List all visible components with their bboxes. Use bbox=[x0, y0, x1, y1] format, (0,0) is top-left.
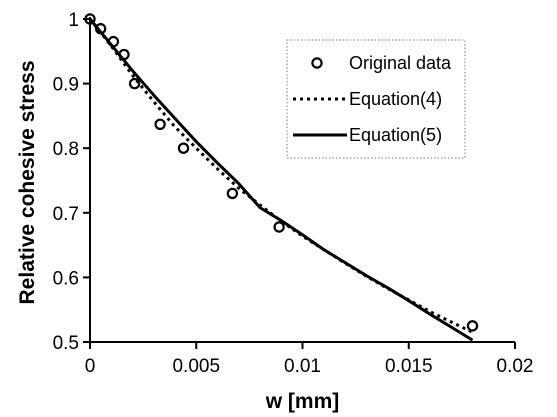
data-point bbox=[177, 142, 190, 154]
legend-label-original-data: Original data bbox=[349, 53, 452, 73]
legend-label-equation-4: Equation(4) bbox=[349, 89, 442, 109]
data-point bbox=[118, 48, 130, 61]
y-axis-ticks: 0.5 0.6 0.7 0.8 0.9 1 bbox=[53, 10, 90, 354]
x-tick-label: 0.02 bbox=[497, 356, 534, 377]
y-tick-label: 0.9 bbox=[53, 75, 79, 96]
data-point bbox=[94, 22, 107, 35]
equation-5-line bbox=[88, 18, 474, 342]
series-layer bbox=[84, 13, 479, 342]
legend-label-equation-5: Equation(5) bbox=[349, 125, 442, 145]
data-point bbox=[273, 221, 285, 233]
legend-marker-original-data bbox=[311, 57, 323, 69]
x-axis-title: w [mm] bbox=[265, 390, 340, 413]
y-tick-label: 0.8 bbox=[53, 139, 79, 160]
data-point bbox=[84, 13, 96, 25]
data-point bbox=[226, 187, 239, 200]
y-axis-title: Relative cohesive stress bbox=[16, 61, 39, 305]
data-point bbox=[466, 320, 479, 332]
plot-area: 0.5 0.6 0.7 0.8 0.9 1 0 0.005 0.01 0.015 0.02 bbox=[53, 10, 534, 377]
x-tick-label: 0.005 bbox=[172, 356, 220, 377]
x-tick-label: 0.015 bbox=[385, 356, 433, 377]
data-point bbox=[128, 77, 141, 90]
legend: Original data Equation(4) Equation(5) bbox=[286, 39, 466, 159]
x-tick-label: 0 bbox=[85, 356, 96, 377]
x-tick-label: 0.01 bbox=[284, 356, 321, 377]
x-axis-ticks: 0 0.005 0.01 0.015 0.02 bbox=[85, 342, 534, 377]
y-tick-label: 0.7 bbox=[53, 204, 79, 225]
data-point bbox=[107, 35, 120, 48]
y-tick-label: 1 bbox=[68, 10, 79, 31]
data-point bbox=[154, 118, 166, 130]
y-tick-label: 0.6 bbox=[53, 268, 79, 289]
y-tick-label: 0.5 bbox=[53, 333, 79, 354]
